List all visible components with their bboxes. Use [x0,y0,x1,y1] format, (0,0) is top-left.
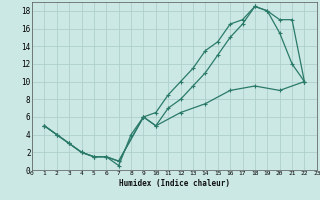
X-axis label: Humidex (Indice chaleur): Humidex (Indice chaleur) [119,179,230,188]
